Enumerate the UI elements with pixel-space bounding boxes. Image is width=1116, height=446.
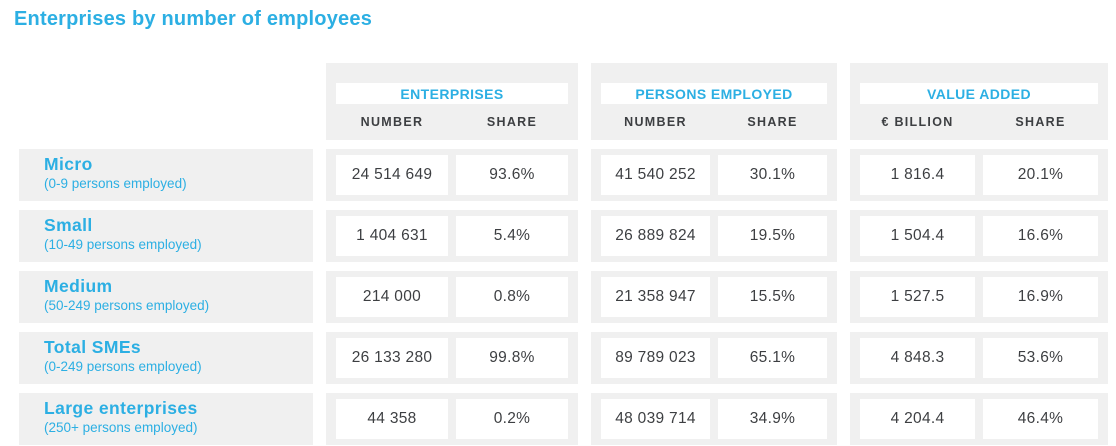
row-group-enterprises: 1 404 631 5.4%	[326, 210, 578, 262]
row-group-enterprises: 214 000 0.8%	[326, 271, 578, 323]
row-label: Total SMEs	[44, 337, 142, 357]
row-label-cell: Micro (0-9 persons employed)	[19, 149, 313, 201]
cell-value-share: 53.6%	[983, 338, 1098, 378]
cell-value-billion: 4 204.4	[860, 399, 975, 439]
row-label-cell: Large enterprises (250+ persons employed…	[19, 393, 313, 445]
table-row-large-enterprises: Large enterprises (250+ persons employed…	[19, 393, 1108, 445]
cell-value-share: 16.9%	[983, 277, 1098, 317]
cell-persons-share: 65.1%	[718, 338, 827, 378]
row-sublabel: (0-249 persons employed)	[44, 358, 202, 374]
row-sublabel: (50-249 persons employed)	[44, 297, 210, 313]
table-row-micro: Micro (0-9 persons employed) 24 514 649 …	[19, 149, 1108, 201]
cell-enterprises-number: 26 133 280	[336, 338, 448, 378]
cell-value-billion: 1 816.4	[860, 155, 975, 195]
cell-enterprises-share: 0.8%	[456, 277, 568, 317]
cell-enterprises-share: 5.4%	[456, 216, 568, 256]
row-group-value-added: 1 816.4 20.1%	[850, 149, 1108, 201]
row-group-value-added: 4 204.4 46.4%	[850, 393, 1108, 445]
row-group-persons-employed: 26 889 824 19.5%	[591, 210, 837, 262]
cell-persons-share: 30.1%	[718, 155, 827, 195]
cell-value-share: 46.4%	[983, 399, 1098, 439]
row-group-value-added: 1 527.5 16.9%	[850, 271, 1108, 323]
group-title: VALUE ADDED	[927, 85, 1031, 102]
cell-value-billion: 1 527.5	[860, 277, 975, 317]
subheader-row: NUMBER SHARE	[326, 115, 578, 129]
row-group-persons-employed: 89 789 023 65.1%	[591, 332, 837, 384]
group-title-strip: ENTERPRISES	[336, 83, 568, 104]
cell-value-share: 20.1%	[983, 155, 1098, 195]
row-label-cell: Small (10-49 persons employed)	[19, 210, 313, 262]
group-title: ENTERPRISES	[400, 85, 504, 102]
enterprises-table: ENTERPRISES NUMBER SHARE PERSONS EMPLOYE…	[19, 63, 1108, 445]
row-sublabel: (250+ persons employed)	[44, 419, 198, 435]
table-header-row: ENTERPRISES NUMBER SHARE PERSONS EMPLOYE…	[19, 63, 1108, 140]
group-title: PERSONS EMPLOYED	[635, 85, 793, 102]
cell-enterprises-share: 0.2%	[456, 399, 568, 439]
row-group-value-added: 1 504.4 16.6%	[850, 210, 1108, 262]
column-group-enterprises: ENTERPRISES NUMBER SHARE	[326, 63, 578, 140]
column-group-value-added: VALUE ADDED € BILLION SHARE	[850, 63, 1108, 140]
subheader-row: NUMBER SHARE	[591, 115, 837, 129]
row-group-enterprises: 24 514 649 93.6%	[326, 149, 578, 201]
table-row-medium: Medium (50-249 persons employed) 214 000…	[19, 271, 1108, 323]
column-header-number: NUMBER	[624, 115, 687, 129]
cell-enterprises-share: 99.8%	[456, 338, 568, 378]
table-row-total-smes: Total SMEs (0-249 persons employed) 26 1…	[19, 332, 1108, 384]
cell-persons-number: 41 540 252	[601, 155, 710, 195]
row-label-cell: Total SMEs (0-249 persons employed)	[19, 332, 313, 384]
row-group-persons-employed: 48 039 714 34.9%	[591, 393, 837, 445]
group-title-strip: VALUE ADDED	[860, 83, 1098, 104]
cell-enterprises-share: 93.6%	[456, 155, 568, 195]
row-label: Micro	[44, 154, 93, 174]
cell-persons-share: 15.5%	[718, 277, 827, 317]
row-label: Large enterprises	[44, 398, 198, 418]
column-group-persons-employed: PERSONS EMPLOYED NUMBER SHARE	[591, 63, 837, 140]
cell-enterprises-number: 44 358	[336, 399, 448, 439]
cell-enterprises-number: 1 404 631	[336, 216, 448, 256]
column-header-share: SHARE	[1015, 115, 1066, 129]
cell-persons-number: 48 039 714	[601, 399, 710, 439]
header-spacer	[19, 63, 313, 140]
row-label-cell: Medium (50-249 persons employed)	[19, 271, 313, 323]
row-group-persons-employed: 41 540 252 30.1%	[591, 149, 837, 201]
cell-persons-share: 34.9%	[718, 399, 827, 439]
page-title: Enterprises by number of employees	[14, 8, 373, 30]
cell-persons-share: 19.5%	[718, 216, 827, 256]
row-label: Small	[44, 215, 93, 235]
column-header-number: NUMBER	[360, 115, 424, 129]
group-title-strip: PERSONS EMPLOYED	[601, 83, 827, 104]
table-row-small: Small (10-49 persons employed) 1 404 631…	[19, 210, 1108, 262]
subheader-row: € BILLION SHARE	[850, 115, 1108, 129]
cell-enterprises-number: 24 514 649	[336, 155, 448, 195]
column-header-share: SHARE	[486, 115, 538, 129]
row-group-persons-employed: 21 358 947 15.5%	[591, 271, 837, 323]
row-group-enterprises: 44 358 0.2%	[326, 393, 578, 445]
cell-value-share: 16.6%	[983, 216, 1098, 256]
cell-value-billion: 4 848.3	[860, 338, 975, 378]
cell-persons-number: 89 789 023	[601, 338, 710, 378]
cell-value-billion: 1 504.4	[860, 216, 975, 256]
cell-enterprises-number: 214 000	[336, 277, 448, 317]
column-header-share: SHARE	[747, 115, 798, 129]
cell-persons-number: 26 889 824	[601, 216, 710, 256]
row-group-enterprises: 26 133 280 99.8%	[326, 332, 578, 384]
row-sublabel: (0-9 persons employed)	[44, 175, 187, 191]
column-header-billion: € BILLION	[881, 115, 954, 129]
row-label: Medium	[44, 276, 113, 296]
row-group-value-added: 4 848.3 53.6%	[850, 332, 1108, 384]
cell-persons-number: 21 358 947	[601, 277, 710, 317]
row-sublabel: (10-49 persons employed)	[44, 236, 202, 252]
